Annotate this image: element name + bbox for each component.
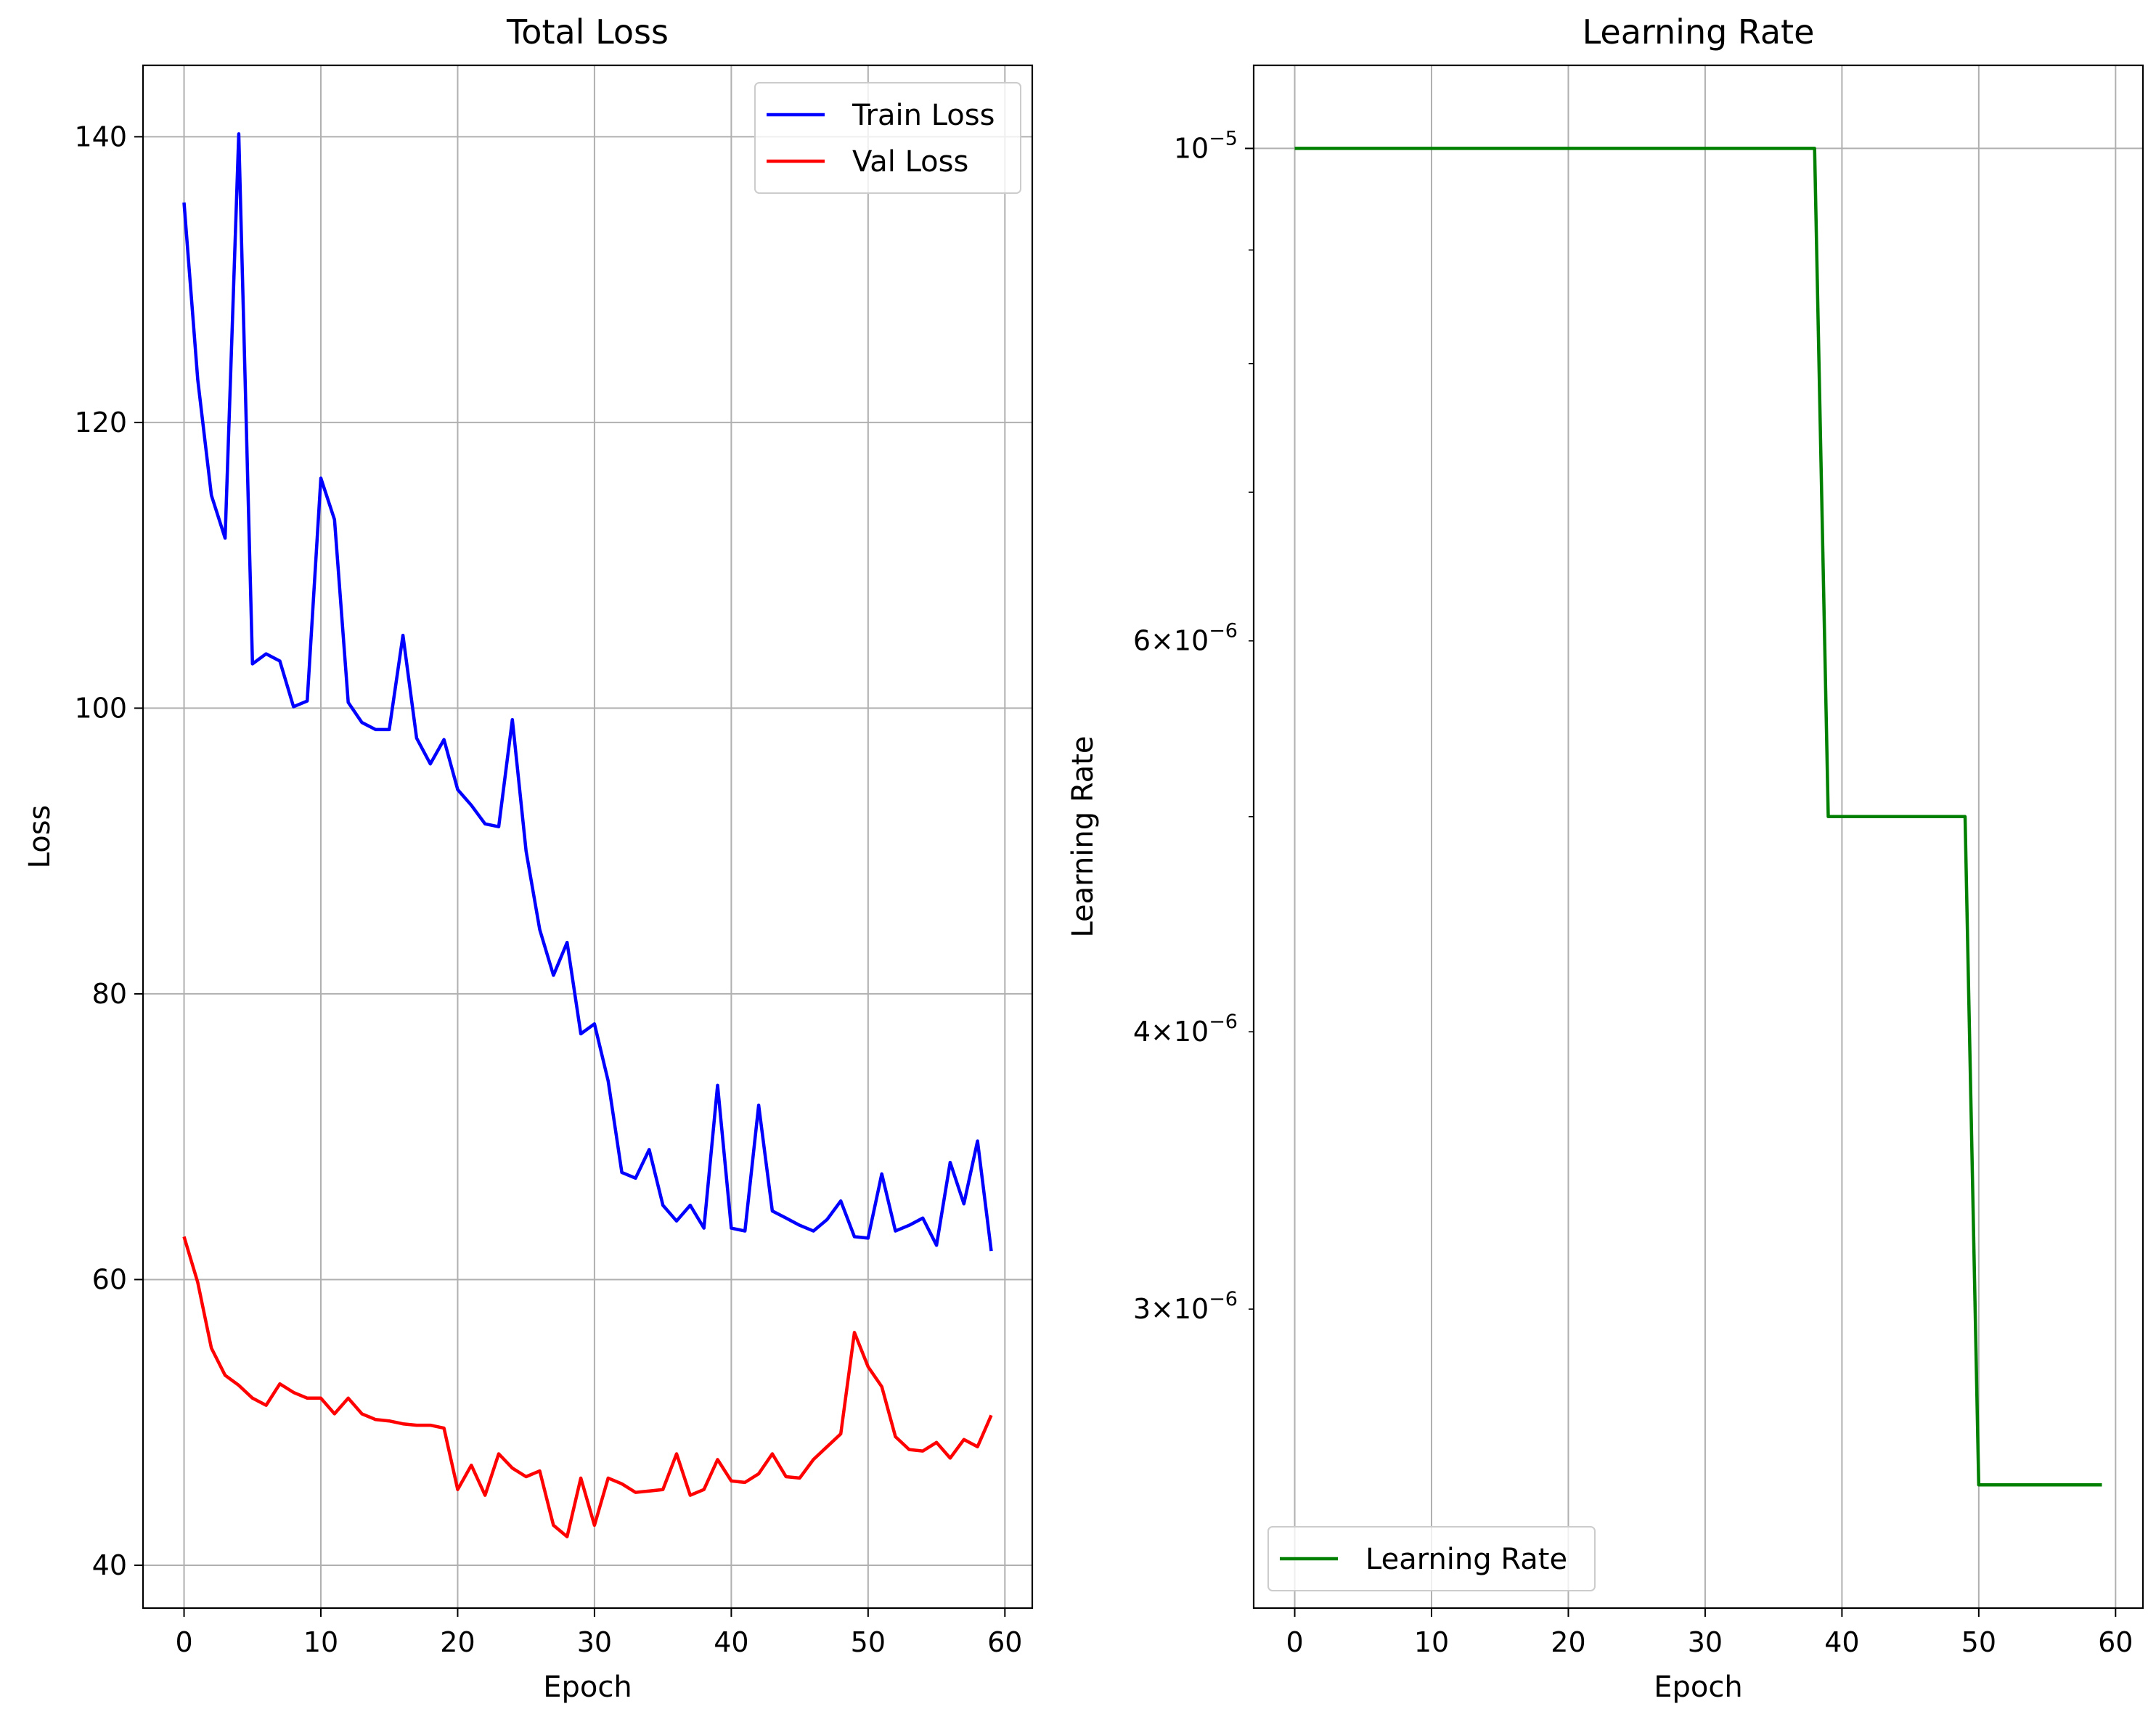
x-tick-label: 0 <box>1286 1626 1303 1658</box>
plot-frame <box>1252 64 2144 1610</box>
legend-box <box>1267 1526 1596 1591</box>
series-line-val-loss <box>182 1236 993 1538</box>
x-tick-label: 10 <box>303 1626 338 1658</box>
x-axis-label: Epoch <box>543 1671 632 1704</box>
y-tick-label: 4×10−6 <box>1133 1011 1238 1048</box>
series-line-train-loss <box>182 132 993 1252</box>
x-tick-label: 30 <box>577 1626 612 1658</box>
y-tick-label: 100 <box>74 692 127 724</box>
x-tick-label: 50 <box>851 1626 886 1658</box>
x-tick-label: 60 <box>987 1626 1022 1658</box>
y-tick-label: 10−5 <box>1174 127 1238 164</box>
legend-box <box>754 82 1021 194</box>
y-tick-label: 140 <box>74 121 127 152</box>
chart-title: Learning Rate <box>1583 12 1815 52</box>
plot-frame <box>142 64 1034 1610</box>
y-tick-label: 6×10−6 <box>1133 620 1238 657</box>
legend-label-train-loss: Train Loss <box>852 99 995 132</box>
x-axis-label: Epoch <box>1654 1671 1742 1704</box>
y-tick-label: 3×10−6 <box>1133 1288 1238 1325</box>
x-tick-label: 50 <box>1961 1626 1996 1658</box>
x-tick-label: 40 <box>1824 1626 1859 1658</box>
x-tick-label: 40 <box>714 1626 748 1658</box>
y-tick-label: 40 <box>92 1549 127 1581</box>
y-axis-label: Learning Rate <box>1066 735 1100 937</box>
x-tick-label: 60 <box>2098 1626 2133 1658</box>
x-tick-label: 0 <box>175 1626 192 1658</box>
y-tick-label: 80 <box>92 978 127 1010</box>
y-tick-label: 60 <box>92 1263 127 1295</box>
chart-title: Total Loss <box>506 12 669 52</box>
x-tick-label: 20 <box>440 1626 475 1658</box>
y-tick-label: 120 <box>74 407 127 439</box>
series-line-learning-rate <box>1294 147 2102 1487</box>
legend-label-val-loss: Val Loss <box>852 145 968 179</box>
x-tick-label: 20 <box>1551 1626 1585 1658</box>
y-axis-label: Loss <box>23 805 57 869</box>
legend-label-learning-rate: Learning Rate <box>1365 1543 1567 1576</box>
x-tick-label: 10 <box>1414 1626 1449 1658</box>
x-tick-label: 30 <box>1688 1626 1723 1658</box>
learning-rate-chart: 10−5 6×10−6 4×10−6 3×10−6 0 10 20 30 40 50 60 Lear… <box>1066 12 2144 1704</box>
